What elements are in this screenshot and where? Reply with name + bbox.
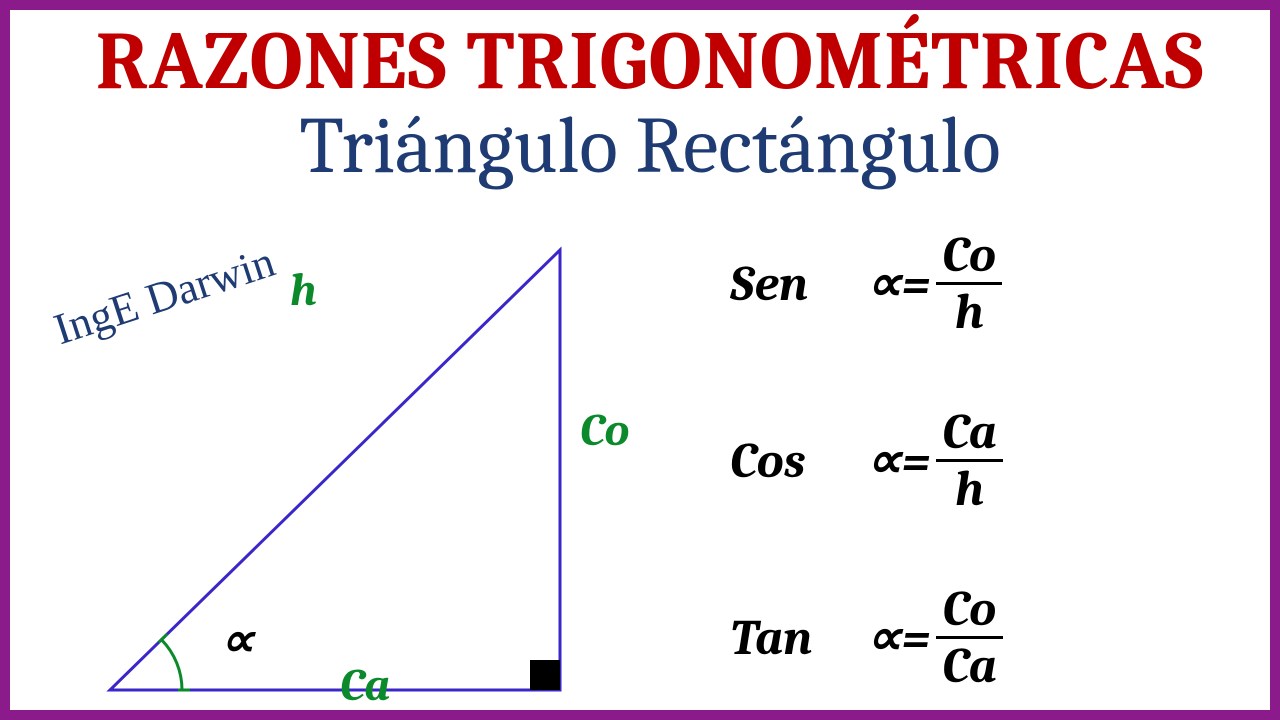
formula-cos: Cos ∝= Ca h bbox=[730, 407, 1003, 514]
label-hypotenuse: h bbox=[290, 264, 317, 317]
func-label: Cos bbox=[730, 436, 860, 486]
fraction: Co Ca bbox=[936, 584, 1003, 691]
alpha-symbol: ∝= bbox=[866, 436, 930, 486]
alpha-symbol: ∝= bbox=[866, 613, 930, 663]
fraction: Co h bbox=[936, 230, 1002, 337]
denominator: h bbox=[949, 462, 990, 514]
func-label: Tan bbox=[730, 613, 860, 663]
label-opposite: Co bbox=[580, 404, 630, 457]
formula-tan: Tan ∝= Co Ca bbox=[730, 584, 1003, 691]
formula-sin: Sen ∝= Co h bbox=[730, 230, 1003, 337]
label-adjacent: Ca bbox=[340, 659, 390, 712]
title-main: RAZONES TRIGONOMÉTRICAS bbox=[10, 14, 1280, 109]
numerator: Co bbox=[936, 584, 1002, 636]
denominator: Ca bbox=[936, 639, 1003, 691]
numerator: Co bbox=[936, 230, 1002, 282]
alpha-symbol: ∝= bbox=[866, 259, 930, 309]
numerator: Ca bbox=[936, 407, 1003, 459]
slide-frame: RAZONES TRIGONOMÉTRICAS Triángulo Rectán… bbox=[0, 0, 1280, 720]
title-sub: Triángulo Rectángulo bbox=[10, 100, 1280, 192]
func-label: Sen bbox=[730, 259, 860, 309]
trig-formulas: Sen ∝= Co h Cos ∝= Ca h Tan ∝= Co Ca bbox=[730, 230, 1003, 691]
denominator: h bbox=[949, 285, 990, 337]
label-angle-alpha: ∝ bbox=[220, 612, 254, 668]
right-triangle-diagram bbox=[60, 210, 620, 710]
fraction: Ca h bbox=[936, 407, 1003, 514]
